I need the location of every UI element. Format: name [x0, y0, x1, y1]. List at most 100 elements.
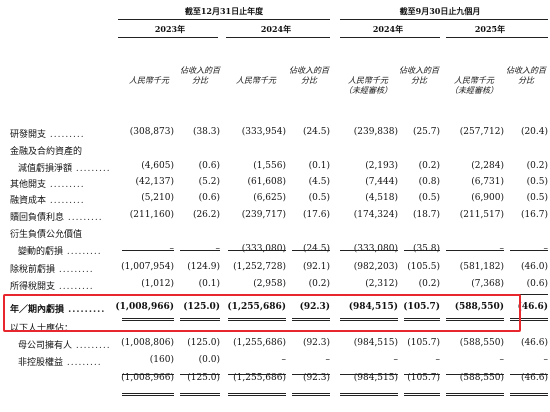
percent-cell: (0.2) [418, 279, 440, 289]
leader-dots: ......... [55, 282, 94, 292]
amount-cell: (211,160) [129, 210, 174, 220]
total-rule-top-2 [180, 374, 220, 375]
row-label-text: 融資成本 [10, 196, 47, 206]
col-pct-4: 佔收入的百分比 [506, 66, 546, 85]
unaudited-4: （未經審核） [450, 86, 498, 95]
percent-cell: (125.0) [187, 373, 220, 383]
percent-cell: (16.7) [520, 210, 548, 220]
amount-cell: (1,008,966) [121, 373, 174, 383]
subtotal-rule-top-2 [180, 250, 220, 251]
amount-cell: (239,838) [353, 127, 398, 137]
percent-cell: (105.7) [403, 302, 440, 312]
amount-cell: (42,137) [135, 177, 174, 187]
col-pct-3: 佔收入的百分比 [399, 66, 439, 85]
col-pct-1: 佔收入的百分比 [180, 66, 220, 85]
leader-dots: ......... [63, 358, 102, 368]
percent-cell: (0.5) [308, 193, 330, 203]
total-rule-top-7 [446, 374, 504, 375]
amount-cell: (333,080) [353, 244, 398, 254]
amount-cell: (1,556) [253, 161, 286, 171]
amount-cell: (333,080) [241, 244, 286, 254]
amount-cell: (1,252,728) [233, 262, 286, 272]
amount-cell: (6,625) [253, 193, 286, 203]
col-pct-2: 佔收入的百分比 [289, 66, 329, 85]
amount-cell: (2,284) [471, 161, 504, 171]
amount-cell: (6,900) [471, 193, 504, 203]
percent-cell: (0.2) [418, 161, 440, 171]
percent-cell: (17.6) [302, 210, 330, 220]
percent-cell: (125.0) [187, 338, 220, 348]
total-rule-top-3 [228, 374, 286, 375]
row-label-text: 減值虧損淨額 [18, 164, 73, 174]
row-label-text: 變動的虧損 [18, 247, 64, 257]
amount-cell: (1,255,686) [233, 373, 286, 383]
row-label: 非控股權益 ......... [18, 355, 102, 368]
amount-cell: (61,608) [247, 177, 286, 187]
loss-double-rule-3 [228, 318, 286, 321]
total-double-rule-1 [122, 393, 174, 396]
row-label-text: 所得稅開支 [10, 282, 56, 292]
percent-cell: (0.0) [198, 355, 220, 365]
amount-cell: (1,255,686) [233, 338, 286, 348]
leader-dots: ......... [46, 130, 85, 140]
row-label: 減值虧損淨額 ......... [18, 161, 111, 174]
row-label-text: 除稅前虧損 [10, 265, 56, 275]
amount-cell: (588,550) [459, 338, 504, 348]
row-label-text: 衍生負債公允價值 [10, 230, 83, 240]
loss-double-rule-4 [292, 318, 330, 321]
amount-cell: (984,515) [353, 373, 398, 383]
percent-cell: (0.8) [418, 177, 440, 187]
amount-cell: (1,012) [141, 279, 174, 289]
row-label: 所得稅開支 ......... [10, 279, 94, 292]
amount-cell: (239,717) [241, 210, 286, 220]
percent-cell: (46.6) [520, 373, 548, 383]
row-label: 年／期內虧損 ......... [10, 302, 105, 315]
amount-cell: (982,203) [353, 262, 398, 272]
percent-cell: – [543, 355, 549, 365]
percent-cell: (125.0) [183, 302, 220, 312]
percent-cell: (20.4) [520, 127, 548, 137]
total-rule-top-5 [340, 374, 398, 375]
percent-cell: (0.6) [526, 279, 548, 289]
loss-rule-top-8 [510, 294, 548, 295]
amount-cell: (984,515) [348, 302, 398, 312]
period-year-header: 截至12月31日止年度 [184, 6, 264, 16]
amount-cell: (1,008,806) [121, 338, 174, 348]
percent-cell: – [435, 355, 441, 365]
percent-cell: (92.3) [302, 338, 330, 348]
row-label: 除稅前虧損 ......... [10, 262, 94, 275]
amount-cell: (160) [149, 355, 174, 365]
col-amount-1: 人民幣千元 [129, 76, 169, 85]
leader-dots: ......... [72, 341, 111, 351]
leader-dots: ......... [63, 247, 102, 257]
year-rule-3 [340, 37, 440, 38]
year-rule-2 [226, 37, 330, 38]
year-2024a: 2024年 [260, 24, 292, 34]
row-label-text: 金融及合約資產的 [10, 147, 83, 157]
percent-cell: (4.5) [308, 177, 330, 187]
percent-cell: (0.5) [418, 193, 440, 203]
amount-cell: (588,550) [459, 373, 504, 383]
row-label: 衍生負債公允價值 [10, 227, 82, 240]
amount-cell: – [169, 244, 175, 254]
loss-double-rule-7 [446, 318, 504, 321]
amount-cell: (581,182) [459, 262, 504, 272]
amount-cell: – [393, 355, 399, 365]
year-2025: 2025年 [474, 24, 506, 34]
total-rule-top-1 [122, 374, 174, 375]
unaudited-3: （未經審核） [344, 86, 392, 95]
leader-dots: ......... [72, 164, 111, 174]
amount-cell: (2,193) [365, 161, 398, 171]
percent-cell: (105.7) [407, 373, 440, 383]
amount-cell: (5,210) [141, 193, 174, 203]
amount-cell: (588,550) [454, 302, 504, 312]
amount-cell: (2,312) [365, 279, 398, 289]
row-label-text: 非控股權益 [18, 358, 64, 368]
row-label: 變動的虧損 ......... [18, 244, 102, 257]
percent-cell: (92.3) [302, 373, 330, 383]
subtotal-rule-top-3 [228, 250, 286, 251]
amount-cell: – [281, 355, 287, 365]
percent-cell: (35.8) [412, 244, 440, 254]
period-nine-rule [340, 19, 548, 20]
percent-cell: (92.1) [302, 262, 330, 272]
